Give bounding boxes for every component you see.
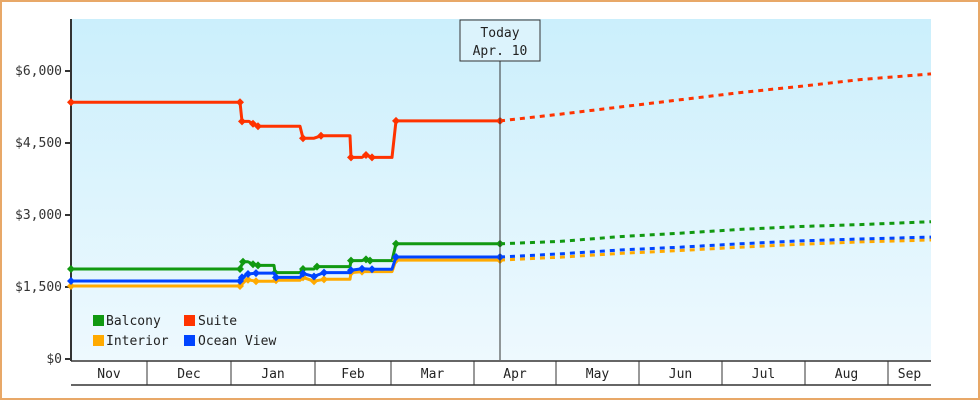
legend-label-suite: Suite bbox=[198, 314, 237, 329]
x-month-label: May bbox=[586, 367, 610, 382]
data-point-marker[interactable] bbox=[392, 253, 400, 261]
data-point-marker[interactable] bbox=[252, 277, 260, 286]
data-point-marker[interactable] bbox=[358, 264, 366, 273]
y-tick-label: $1,500 bbox=[15, 280, 62, 295]
y-tick-label: $3,000 bbox=[15, 208, 62, 223]
legend-label-ocean-view: Ocean View bbox=[198, 334, 276, 349]
data-point-marker[interactable] bbox=[244, 275, 252, 284]
data-point-marker[interactable] bbox=[347, 153, 355, 162]
series-suite bbox=[67, 72, 932, 162]
data-point-marker[interactable] bbox=[252, 269, 260, 278]
data-point-marker[interactable] bbox=[254, 261, 262, 270]
series-balcony bbox=[67, 220, 932, 277]
data-point-marker[interactable] bbox=[347, 266, 355, 275]
data-point-marker[interactable] bbox=[236, 265, 244, 273]
x-month-label: Jul bbox=[752, 367, 775, 382]
data-point-marker[interactable] bbox=[366, 256, 374, 265]
data-point-marker[interactable] bbox=[67, 265, 75, 273]
y-axis: $0 $1,500 $3,000 $4,500 $6,000 bbox=[15, 19, 72, 367]
legend-swatch-suite bbox=[184, 315, 195, 326]
today-marker: Today Apr. 10 bbox=[459, 19, 541, 360]
y-tick-label: $0 bbox=[46, 352, 62, 367]
data-point-marker[interactable] bbox=[299, 269, 307, 278]
y-tick-label: $6,000 bbox=[15, 64, 62, 79]
legend-item-ocean-view[interactable]: Ocean View bbox=[184, 334, 276, 349]
today-label: Today bbox=[480, 26, 519, 41]
x-month-label: Jun bbox=[669, 367, 692, 382]
data-point-marker[interactable] bbox=[67, 98, 75, 107]
today-date: Apr. 10 bbox=[473, 44, 528, 59]
data-point-marker[interactable] bbox=[238, 117, 246, 126]
data-point-marker[interactable] bbox=[236, 98, 244, 107]
data-point-marker[interactable] bbox=[320, 268, 328, 277]
data-point-marker[interactable] bbox=[67, 277, 75, 285]
plot-area bbox=[71, 19, 931, 360]
data-point-marker[interactable] bbox=[368, 153, 376, 162]
x-month-label: Jan bbox=[261, 367, 284, 382]
data-point-marker[interactable] bbox=[310, 277, 318, 286]
legend-swatch-balcony bbox=[93, 315, 104, 326]
data-point-marker[interactable] bbox=[299, 265, 307, 273]
data-point-marker[interactable] bbox=[313, 262, 321, 271]
y-tick-label: $4,500 bbox=[15, 136, 62, 151]
legend: Balcony Suite Interior Ocean View bbox=[93, 314, 276, 349]
data-point-marker[interactable] bbox=[347, 256, 355, 265]
x-month-label: Aug bbox=[835, 367, 858, 382]
x-month-label: Dec bbox=[177, 367, 200, 382]
legend-swatch-interior bbox=[93, 335, 104, 346]
data-point-marker[interactable] bbox=[238, 273, 246, 282]
x-axis: Nov Dec Jan Feb Mar Apr May Jun Jul Aug Sep bbox=[71, 360, 931, 386]
data-point-marker[interactable] bbox=[320, 275, 328, 284]
x-month-label: Sep bbox=[898, 367, 922, 382]
data-point-marker[interactable] bbox=[392, 239, 400, 248]
data-point-marker[interactable] bbox=[239, 257, 247, 266]
data-point-marker[interactable] bbox=[362, 151, 370, 159]
x-month-label: Apr bbox=[503, 367, 527, 382]
data-point-marker[interactable] bbox=[67, 282, 75, 291]
legend-label-balcony: Balcony bbox=[106, 314, 161, 329]
data-point-marker[interactable] bbox=[299, 134, 307, 143]
data-point-marker[interactable] bbox=[368, 265, 376, 274]
legend-item-balcony[interactable]: Balcony bbox=[93, 314, 161, 329]
series-ocean-view bbox=[67, 235, 932, 285]
series-layer bbox=[67, 72, 932, 291]
legend-label-interior: Interior bbox=[106, 334, 169, 349]
legend-swatch-ocean-view bbox=[184, 335, 195, 346]
data-point-marker[interactable] bbox=[392, 116, 400, 125]
data-point-marker[interactable] bbox=[317, 131, 325, 140]
x-month-label: Feb bbox=[341, 367, 365, 382]
data-point-marker[interactable] bbox=[272, 273, 280, 282]
x-month-label: Nov bbox=[97, 367, 121, 382]
legend-item-interior[interactable]: Interior bbox=[93, 334, 169, 349]
data-point-marker[interactable] bbox=[254, 122, 262, 131]
data-point-marker[interactable] bbox=[244, 270, 252, 279]
data-point-marker[interactable] bbox=[310, 272, 318, 281]
x-month-label: Mar bbox=[421, 367, 445, 382]
legend-item-suite[interactable]: Suite bbox=[184, 314, 237, 329]
